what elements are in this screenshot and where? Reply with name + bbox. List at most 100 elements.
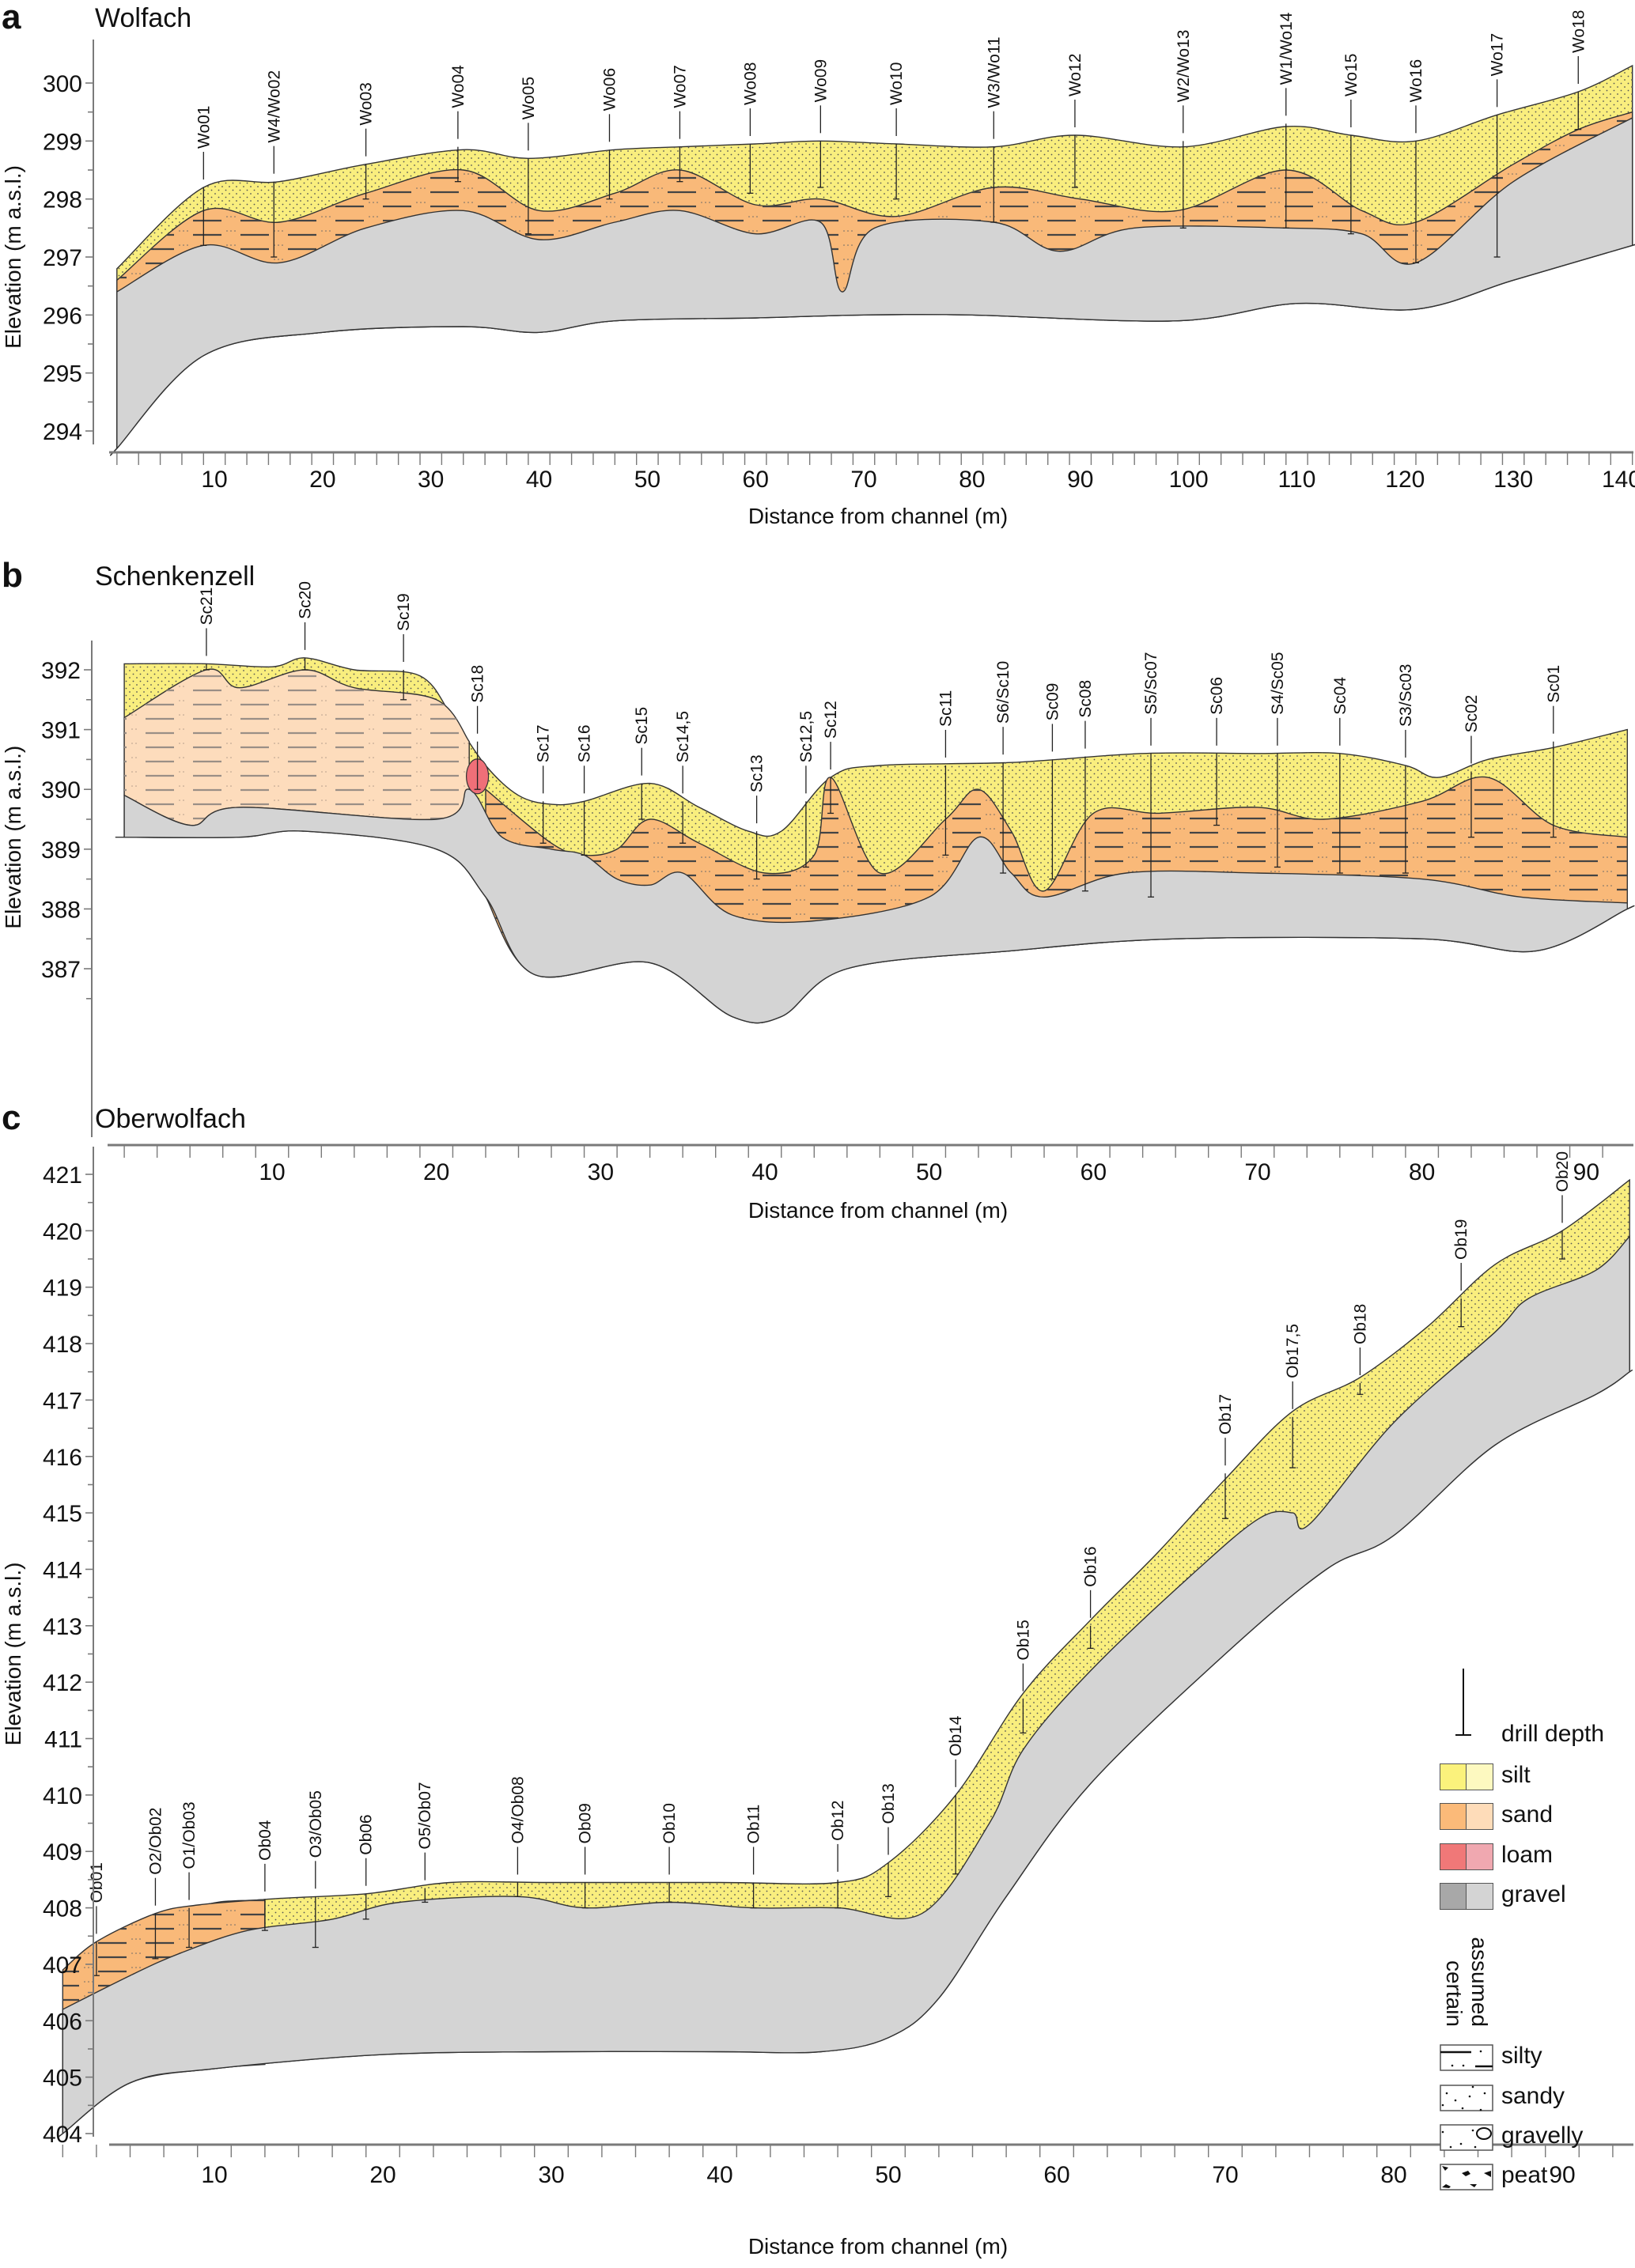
borehole-label: Wo12 <box>1066 54 1084 96</box>
borehole-label: W2/Wo13 <box>1175 30 1193 103</box>
borehole-label: Wo09 <box>812 59 830 102</box>
borehole-label: Sc14,5 <box>674 711 692 762</box>
x-tick-label: 50 <box>916 1159 942 1185</box>
legend-silt-label: silt <box>1501 1762 1531 1788</box>
x-tick-label: 50 <box>875 2162 901 2188</box>
y-tick-label: 391 <box>41 718 81 744</box>
borehole-label: Ob11 <box>745 1805 763 1844</box>
legend-loam-label: loam <box>1501 1842 1554 1868</box>
borehole-label: Wo08 <box>741 62 759 105</box>
legend-certainty-labels: certain assumed <box>1440 1918 1495 2028</box>
peat-pattern-icon <box>1440 2164 1493 2191</box>
borehole-label: Sc12 <box>822 701 840 739</box>
y-tick-label: 416 <box>43 1445 82 1471</box>
x-tick-label: 70 <box>850 467 876 493</box>
legend-item-gravel: gravel <box>1440 1881 1629 1910</box>
borehole-label: Ob09 <box>577 1803 595 1843</box>
legend-item-silt: silt <box>1440 1762 1629 1790</box>
borehole-label: Sc11 <box>937 690 955 727</box>
x-tick-label: 70 <box>1244 1159 1270 1185</box>
legend-item-sand: sand <box>1440 1801 1629 1830</box>
panel-title: Schenkenzell <box>95 561 255 592</box>
x-tick-label: 100 <box>1169 467 1209 493</box>
borehole-label: W3/Wo11 <box>985 36 1003 108</box>
x-axis-title: Distance from channel (m) <box>748 504 1008 528</box>
x-tick-label: 110 <box>1278 467 1316 493</box>
y-tick-label: 298 <box>43 187 82 214</box>
borehole-label: Ob19 <box>1452 1219 1470 1260</box>
x-tick-label: 90 <box>1549 2162 1575 2188</box>
borehole-label: Sc20 <box>297 581 315 619</box>
borehole-label: Sc04 <box>1331 677 1349 715</box>
borehole-label: Wo17 <box>1489 33 1507 76</box>
sand-assumed-swatch <box>1466 1803 1493 1830</box>
x-tick-label: 50 <box>634 467 660 493</box>
legend-item-silty: silty <box>1440 2043 1629 2071</box>
legend-gravel-label: gravel <box>1501 1881 1566 1907</box>
y-tick-label: 410 <box>43 1783 82 1809</box>
borehole-label: Sc15 <box>633 707 651 745</box>
borehole-label: Ob14 <box>947 1715 965 1756</box>
borehole-label: Sc02 <box>1463 695 1481 733</box>
y-tick-label: 388 <box>41 897 81 923</box>
borehole-label: Wo15 <box>1342 54 1361 96</box>
borehole-label: Ob06 <box>358 1814 376 1854</box>
panel-letter: b <box>2 556 23 595</box>
drill-depth-icon <box>1455 1669 1471 1736</box>
legend-item-loam: loam <box>1440 1842 1629 1870</box>
x-tick-label: 80 <box>959 467 985 493</box>
silt-certain-swatch <box>1440 1763 1467 1790</box>
borehole-label: Ob17 <box>1217 1394 1235 1435</box>
borehole-label: Sc16 <box>576 724 594 762</box>
y-tick-label: 295 <box>43 361 82 387</box>
gravel-certain-swatch <box>1440 1883 1467 1910</box>
x-axis-title: Distance from channel (m) <box>748 1198 1008 1223</box>
y-tick-label: 420 <box>43 1219 82 1245</box>
x-tick-label: 80 <box>1380 2162 1406 2188</box>
borehole-label: S3/Sc03 <box>1397 664 1415 727</box>
panel-title: Wolfach <box>95 3 191 33</box>
legend-certain-label: certain <box>1442 1960 1467 2027</box>
x-tick-label: 60 <box>743 467 769 493</box>
x-tick-label: 10 <box>201 2162 227 2188</box>
x-tick-label: 60 <box>1043 2162 1069 2188</box>
borehole-label: Sc19 <box>395 593 413 631</box>
x-tick-label: 30 <box>418 467 444 493</box>
borehole-label: Wo07 <box>671 65 689 108</box>
panel-c: c Oberwolfach Ob01 O2/Ob02 O1/Ob03 Ob04 O3/Ob0… <box>1 1098 1633 2259</box>
legend-silty-label: silty <box>1501 2043 1542 2069</box>
legend-assumed-label: assumed <box>1467 1937 1492 2027</box>
borehole-label: Wo16 <box>1407 59 1425 102</box>
y-tick-label: 300 <box>43 71 82 97</box>
borehole-label: Sc12,5 <box>797 711 816 762</box>
y-tick-label: 407 <box>43 1952 82 1979</box>
borehole-label: W1/Wo14 <box>1277 12 1296 85</box>
y-tick-label: 412 <box>43 1670 82 1696</box>
legend-sand-label: sand <box>1501 1801 1554 1828</box>
y-tick-label: 296 <box>43 303 82 329</box>
y-tick-label: 414 <box>43 1557 82 1583</box>
loam-assumed-swatch <box>1466 1843 1493 1870</box>
y-axis-title: Elevation (m a.s.l.) <box>1 1563 25 1746</box>
y-tick-label: 408 <box>43 1896 82 1922</box>
x-axis-title: Distance from channel (m) <box>748 2234 1008 2259</box>
legend-item-sandy: sandy <box>1440 2083 1629 2111</box>
legend-item-peat: peat <box>1440 2162 1629 2191</box>
y-tick-label: 392 <box>41 658 81 684</box>
borehole-label: Sc08 <box>1077 680 1095 718</box>
y-tick-label: 297 <box>43 245 82 271</box>
y-tick-label: 390 <box>41 777 81 803</box>
borehole-label: S5/Sc07 <box>1142 652 1160 714</box>
y-tick-label: 404 <box>43 2122 82 2148</box>
x-tick-label: 10 <box>201 467 227 493</box>
y-tick-label: 411 <box>44 1727 82 1753</box>
y-tick-label: 299 <box>43 129 82 155</box>
x-tick-label: 40 <box>751 1159 778 1185</box>
x-tick-label: 40 <box>706 2162 732 2188</box>
borehole-label: Sc06 <box>1208 677 1226 715</box>
panel-letter: a <box>2 0 21 36</box>
gravel-assumed-swatch <box>1466 1883 1493 1910</box>
borehole-label: Wo03 <box>358 82 376 125</box>
y-tick-label: 418 <box>43 1332 82 1358</box>
